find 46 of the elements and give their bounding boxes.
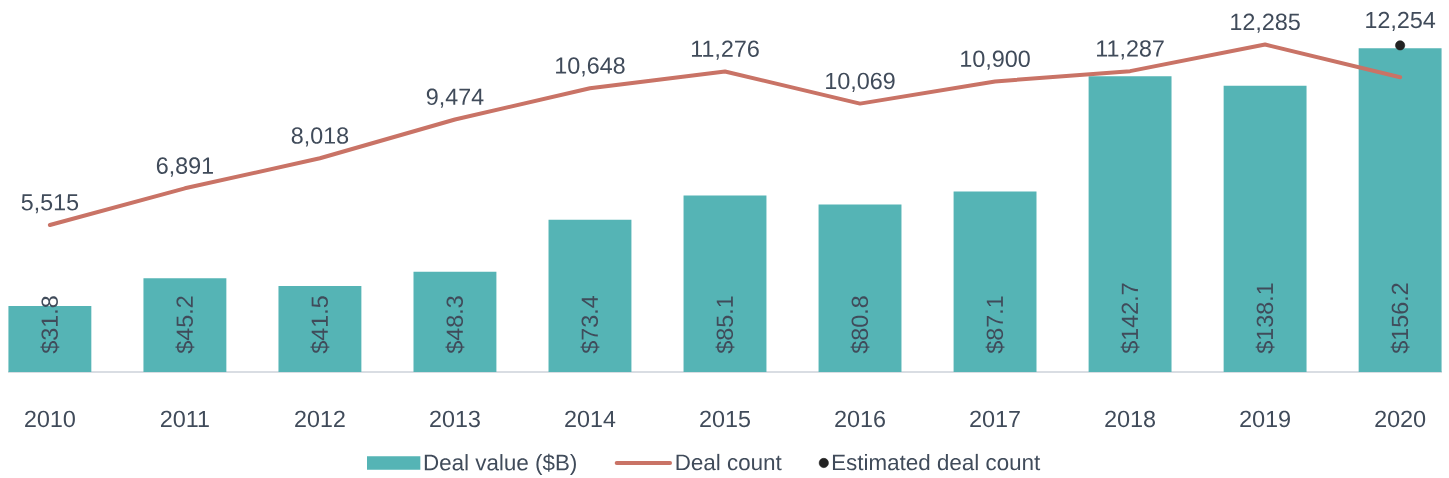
data-label: $31.8 bbox=[40, 296, 60, 354]
x-tick-label: 2013 bbox=[430, 410, 480, 428]
data-label: $87.1 bbox=[985, 296, 1005, 354]
data-label: $41.5 bbox=[310, 296, 330, 354]
data-label: $48.3 bbox=[445, 296, 465, 354]
bar bbox=[413, 271, 497, 372]
data-label: 5,515 bbox=[21, 194, 79, 214]
data-label: 11,276 bbox=[691, 40, 759, 60]
data-label: 8,018 bbox=[291, 127, 349, 147]
x-tick-label: 2011 bbox=[160, 410, 209, 428]
x-tick-label: 2014 bbox=[565, 410, 616, 428]
x-tick-label: 2017 bbox=[970, 410, 1020, 428]
data-label: 12,285 bbox=[1231, 13, 1300, 33]
data-label: $45.2 bbox=[175, 296, 195, 354]
legend-label: Deal count bbox=[676, 453, 782, 471]
data-label: $156.2 bbox=[1390, 283, 1410, 354]
data-label: $80.8 bbox=[850, 296, 870, 354]
x-tick-label: 2012 bbox=[295, 410, 345, 428]
data-label: 10,648 bbox=[556, 57, 625, 77]
data-label: $138.1 bbox=[1255, 283, 1275, 354]
bar bbox=[143, 278, 227, 372]
x-tick-label: 2018 bbox=[1105, 410, 1155, 428]
x-tick-label: 2019 bbox=[1240, 410, 1290, 428]
data-label: 11,287 bbox=[1097, 40, 1164, 60]
x-tick-label: 2010 bbox=[25, 410, 75, 428]
legend-label: Deal value ($B) bbox=[424, 453, 576, 475]
x-tick-label: 2016 bbox=[835, 410, 885, 428]
bar bbox=[1088, 76, 1172, 372]
data-label: $142.7 bbox=[1120, 283, 1140, 354]
data-label: 10,069 bbox=[826, 72, 895, 92]
x-tick-label: 2020 bbox=[1375, 410, 1426, 428]
legend-label: Estimated deal count bbox=[832, 453, 1041, 471]
bar bbox=[683, 195, 767, 372]
x-tick-label: 2015 bbox=[700, 410, 750, 428]
data-label: 9,474 bbox=[426, 88, 484, 108]
bar bbox=[278, 285, 362, 372]
bar bbox=[1358, 48, 1442, 372]
bar bbox=[1223, 85, 1307, 372]
data-label: 6,891 bbox=[156, 157, 213, 177]
data-label: $73.4 bbox=[580, 296, 600, 354]
data-label: $85.1 bbox=[715, 296, 735, 354]
bar bbox=[953, 191, 1037, 372]
data-label: 10,900 bbox=[961, 50, 1030, 70]
data-label: 12,254 bbox=[1366, 11, 1436, 32]
bar bbox=[548, 219, 632, 372]
bar bbox=[818, 204, 902, 372]
